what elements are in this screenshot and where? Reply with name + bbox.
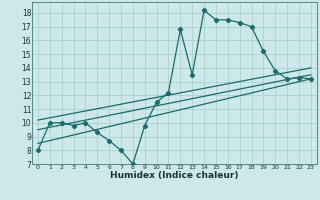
- X-axis label: Humidex (Indice chaleur): Humidex (Indice chaleur): [110, 171, 239, 180]
